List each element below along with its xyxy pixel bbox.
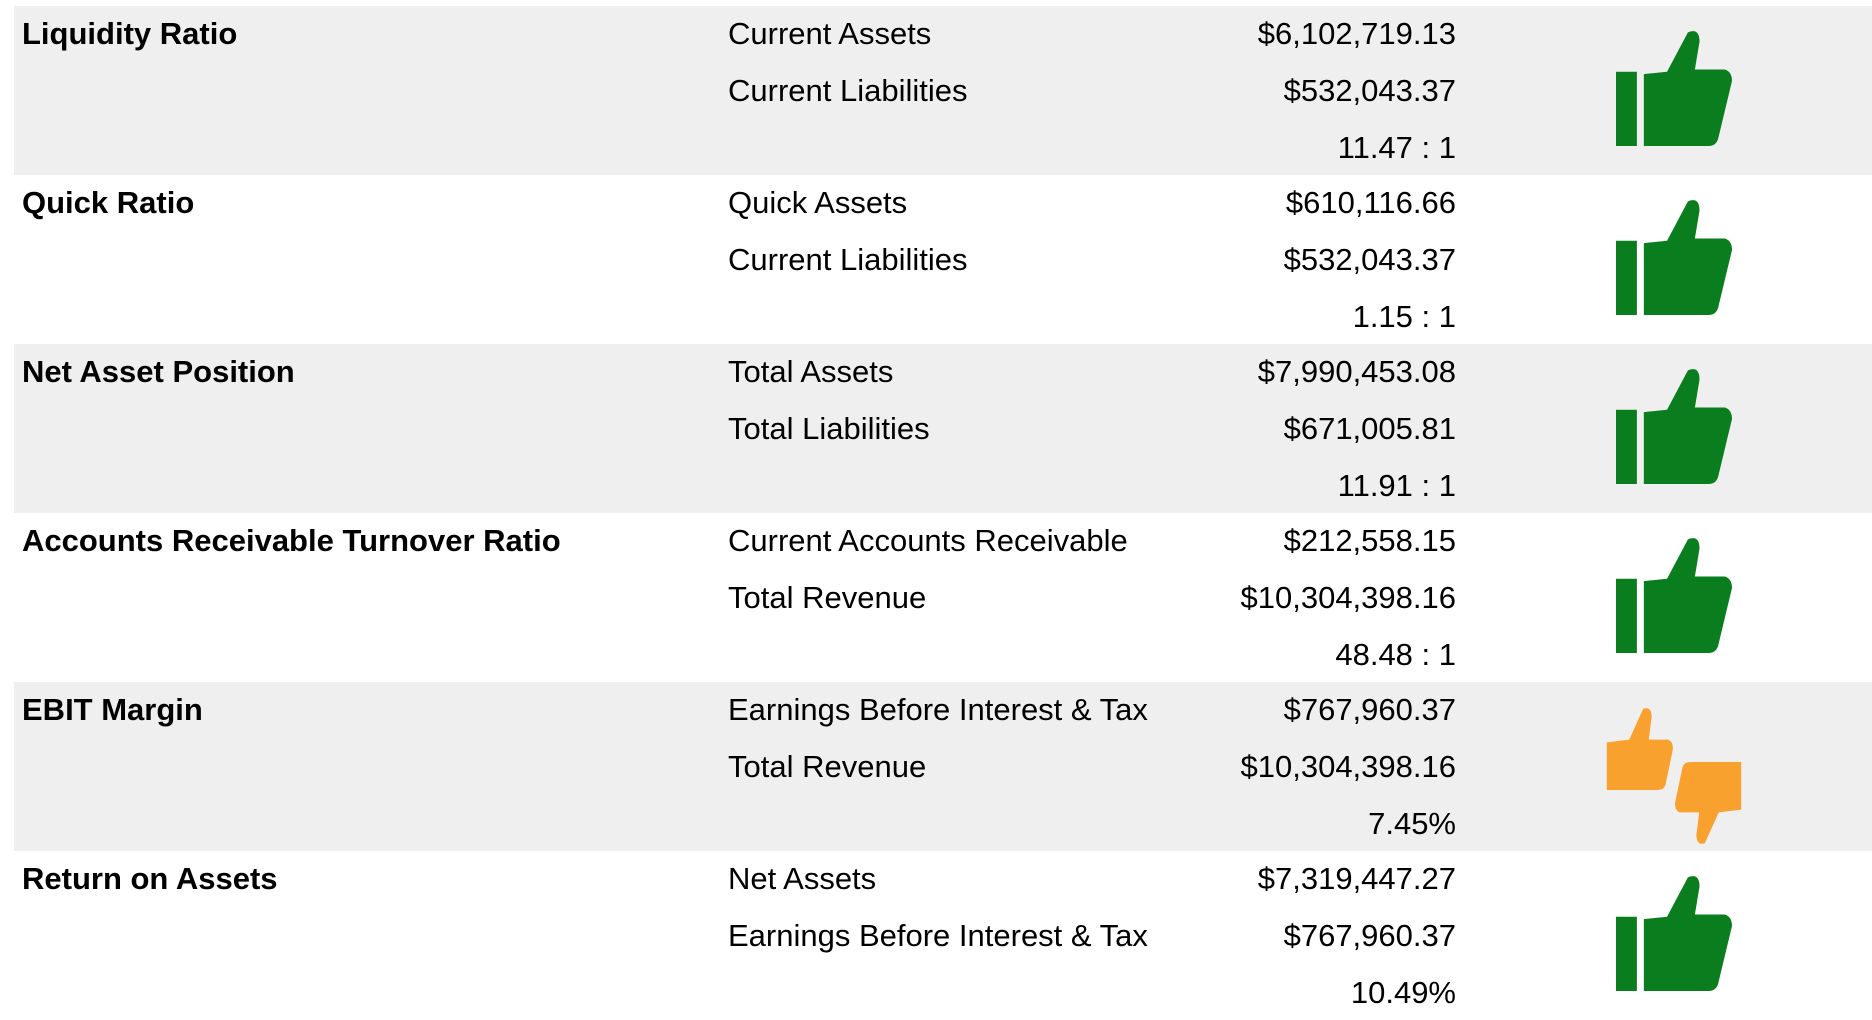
ratio-label: Return on Assets	[22, 861, 278, 896]
ratio-result: 7.45%	[1368, 806, 1456, 841]
item-name: Current Liabilities	[728, 73, 968, 108]
item-name: Earnings Before Interest & Tax	[728, 918, 1148, 953]
ratio-result: 1.15 : 1	[1352, 299, 1456, 334]
thumbs-up	[1616, 538, 1732, 653]
item-value: $7,319,447.27	[1257, 861, 1456, 896]
item-value: $532,043.37	[1283, 242, 1456, 277]
item-value: $767,960.37	[1283, 918, 1456, 953]
item-name: Current Accounts Receivable	[728, 523, 1128, 558]
thumbs-up	[1616, 200, 1732, 315]
ratio-label: EBIT Margin	[22, 692, 203, 727]
ratio-label: Net Asset Position	[22, 354, 295, 389]
item-name: Current Liabilities	[728, 242, 968, 277]
row-band	[14, 6, 1872, 175]
item-name: Current Assets	[728, 16, 932, 51]
item-value: $7,990,453.08	[1257, 354, 1456, 389]
item-name: Total Revenue	[728, 580, 927, 615]
ratio-label: Quick Ratio	[22, 185, 195, 220]
ratio-label: Accounts Receivable Turnover Ratio	[22, 523, 561, 558]
ratio-result: 48.48 : 1	[1335, 637, 1456, 672]
item-value: $532,043.37	[1283, 73, 1456, 108]
ratio-result: 10.49%	[1350, 975, 1456, 1010]
item-name: Total Assets	[728, 354, 894, 389]
item-value: $10,304,398.16	[1240, 749, 1457, 784]
item-value: $610,116.66	[1285, 185, 1456, 220]
ratio-result: 11.91 : 1	[1337, 468, 1456, 503]
row-band	[14, 682, 1872, 851]
thumbs-up	[1616, 369, 1732, 484]
thumbs-mixed	[1606, 708, 1742, 844]
ratio-label: Liquidity Ratio	[22, 16, 238, 51]
item-name: Quick Assets	[728, 185, 908, 220]
item-name: Earnings Before Interest & Tax	[728, 692, 1148, 727]
item-name: Total Revenue	[728, 749, 927, 784]
item-value: $671,005.81	[1283, 411, 1456, 446]
item-name: Total Liabilities	[728, 411, 930, 446]
item-value: $767,960.37	[1283, 692, 1456, 727]
item-value: $10,304,398.16	[1240, 580, 1457, 615]
item-name: Net Assets	[728, 861, 877, 896]
thumbs-up	[1616, 31, 1732, 146]
item-value: $212,558.15	[1283, 523, 1456, 558]
ratio-result: 11.47 : 1	[1337, 130, 1456, 165]
row-band	[14, 344, 1872, 513]
item-value: $6,102,719.13	[1257, 16, 1456, 51]
thumbs-up	[1616, 876, 1732, 991]
